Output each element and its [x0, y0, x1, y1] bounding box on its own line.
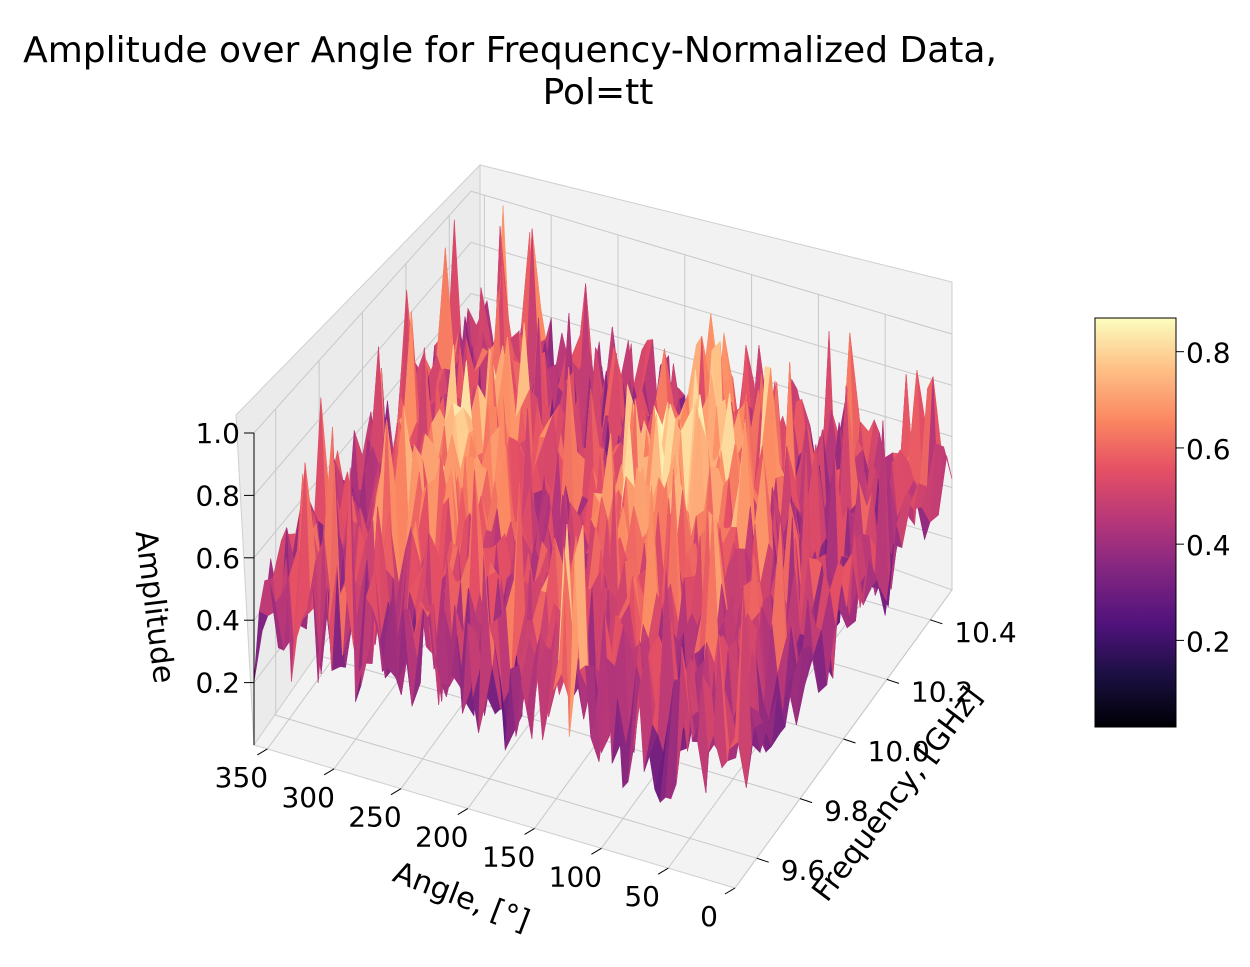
x-tick-mark [657, 867, 669, 875]
y-tick-mark [930, 619, 943, 625]
grid-line-angle [734, 334, 953, 889]
x-tick-label: 150 [482, 840, 535, 873]
grid-line-freq [275, 408, 757, 859]
colorbar-tick-label: 0.2 [1186, 625, 1231, 658]
grid-line-z [253, 241, 953, 496]
y-tick-mark [886, 678, 900, 684]
colorbar: 0.2 0.4 0.6 0.8 [1094, 317, 1231, 728]
y-tick-label: 9.6 [781, 854, 826, 887]
x-tick-label: 250 [348, 801, 401, 834]
z-tick-label: 0.6 [195, 542, 240, 575]
chart-title-line2: Pol=tt [543, 72, 654, 113]
y-tick-mark [799, 798, 813, 804]
chart-title-line1: Amplitude over Angle for Frequency-Norma… [23, 30, 997, 71]
x-tick-mark [457, 808, 469, 815]
x-axis-ticks: 350 300 250 200 150 100 50 0 [215, 748, 736, 933]
x-tick-label: 50 [624, 880, 660, 913]
y-tick-mark [756, 857, 769, 863]
x-tick-mark [524, 827, 535, 835]
surface-plot [253, 205, 953, 804]
colorbar-gradient [1094, 317, 1177, 728]
x-tick-mark [323, 768, 335, 776]
y-tick-label: 9.8 [824, 795, 869, 828]
x-tick-mark [591, 847, 602, 855]
x-tick-mark [390, 788, 402, 796]
x-tick-label: 300 [281, 781, 334, 814]
y-tick-label: 10.0 [868, 735, 930, 768]
y-tick-label: 10.4 [954, 616, 1016, 649]
colorbar-tick-label: 0.4 [1186, 529, 1231, 562]
y-tick-mark [843, 738, 856, 744]
y-tick-label: 10.2 [911, 675, 973, 708]
colorbar-tick-label: 0.6 [1186, 433, 1231, 466]
grid-line-z [253, 190, 953, 434]
z-axis-ticks: 0.2 0.4 0.6 0.8 1.0 [195, 417, 255, 745]
x-tick-label: 0 [700, 900, 718, 933]
z-tick-label: 1.0 [195, 417, 240, 450]
colorbar-tick-label: 0.8 [1186, 337, 1231, 370]
x-tick-label: 200 [415, 821, 468, 854]
x-tick-label: 100 [549, 860, 602, 893]
z-axis-label: Amplitude [128, 528, 181, 685]
z-tick-label: 0.8 [195, 479, 240, 512]
y-axis-ticks: 9.6 9.8 10.0 10.2 10.4 [756, 616, 1017, 887]
z-tick-label: 0.4 [195, 604, 240, 637]
z-tick-label: 0.2 [195, 667, 240, 700]
x-tick-mark [257, 748, 268, 756]
x-tick-mark [724, 887, 736, 895]
surface-patch [729, 590, 744, 749]
x-tick-label: 350 [215, 761, 268, 794]
